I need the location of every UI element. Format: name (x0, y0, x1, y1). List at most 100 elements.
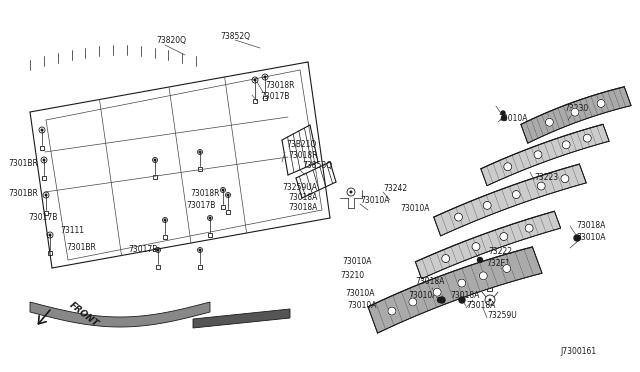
Text: FRONT: FRONT (68, 301, 100, 329)
Circle shape (454, 213, 463, 221)
Text: 73010A: 73010A (400, 203, 429, 212)
Text: 732E1: 732E1 (486, 260, 510, 269)
Circle shape (209, 217, 211, 219)
Circle shape (489, 299, 491, 301)
Bar (221, 205, 225, 209)
Circle shape (575, 235, 580, 241)
Circle shape (409, 298, 417, 306)
Circle shape (41, 129, 43, 131)
Circle shape (583, 134, 591, 142)
Bar (44, 211, 48, 215)
Circle shape (442, 254, 450, 263)
Polygon shape (368, 247, 542, 333)
Bar (198, 265, 202, 269)
Circle shape (504, 163, 512, 171)
Text: 73018A: 73018A (288, 192, 317, 202)
Text: 73210: 73210 (340, 270, 364, 279)
Circle shape (44, 159, 45, 161)
Polygon shape (521, 87, 631, 143)
Circle shape (222, 189, 224, 191)
Text: 73017B: 73017B (186, 201, 216, 209)
Text: 73018A: 73018A (466, 301, 495, 311)
Circle shape (157, 249, 159, 251)
Circle shape (438, 298, 442, 302)
Text: 73018A: 73018A (450, 291, 479, 299)
Circle shape (472, 243, 480, 251)
Text: 7301BR: 7301BR (8, 189, 38, 198)
Circle shape (254, 79, 256, 81)
Circle shape (199, 151, 201, 153)
Circle shape (45, 194, 47, 196)
Circle shape (525, 224, 533, 232)
Circle shape (597, 99, 605, 108)
Text: 73010A: 73010A (408, 291, 438, 299)
Circle shape (227, 194, 229, 196)
Text: 73018A: 73018A (288, 202, 317, 212)
Circle shape (545, 118, 554, 126)
Circle shape (502, 115, 506, 121)
Circle shape (458, 279, 466, 287)
Circle shape (512, 190, 520, 199)
Bar (198, 167, 202, 171)
Bar (156, 265, 160, 269)
Text: 73018R: 73018R (288, 151, 317, 160)
Text: J7300161: J7300161 (560, 347, 596, 356)
Text: 73017B: 73017B (28, 212, 58, 221)
Text: 73222: 73222 (488, 247, 512, 257)
Text: 73017B: 73017B (128, 246, 157, 254)
Bar (227, 210, 230, 214)
Text: 73010A: 73010A (360, 196, 390, 205)
Circle shape (483, 201, 492, 209)
Text: 73017B: 73017B (260, 92, 289, 100)
Bar (208, 233, 212, 237)
Text: 73111: 73111 (60, 225, 84, 234)
Text: 73018R: 73018R (265, 80, 294, 90)
Text: 73010A: 73010A (347, 301, 376, 310)
Text: 73B21Q: 73B21Q (286, 140, 316, 148)
Circle shape (574, 235, 580, 241)
Bar (42, 176, 46, 180)
Circle shape (439, 297, 445, 303)
Bar (263, 96, 267, 100)
Circle shape (479, 272, 487, 280)
Circle shape (433, 288, 441, 296)
Circle shape (264, 76, 266, 78)
Polygon shape (434, 164, 586, 236)
Text: 73852Q: 73852Q (220, 32, 250, 41)
Text: 73820Q: 73820Q (156, 35, 186, 45)
Circle shape (164, 219, 166, 221)
Polygon shape (415, 211, 561, 279)
Text: 73223: 73223 (534, 173, 558, 182)
Polygon shape (481, 124, 609, 186)
Text: 73018R: 73018R (190, 189, 220, 198)
Text: 73018A: 73018A (415, 278, 444, 286)
Text: 73259U: 73259U (487, 311, 516, 321)
Circle shape (571, 108, 579, 116)
Circle shape (350, 191, 352, 193)
Polygon shape (193, 309, 290, 328)
Bar (40, 146, 44, 150)
Circle shape (562, 141, 570, 149)
Bar (48, 251, 52, 255)
Bar (153, 175, 157, 179)
Text: 73010A: 73010A (345, 289, 374, 298)
Circle shape (388, 307, 396, 315)
Text: 73853Q: 73853Q (302, 160, 332, 170)
Text: 73230: 73230 (564, 103, 588, 112)
Bar (253, 99, 257, 103)
Text: 73242: 73242 (383, 183, 407, 192)
Circle shape (459, 297, 465, 303)
Circle shape (537, 182, 545, 190)
Text: 73010A: 73010A (342, 257, 371, 266)
Text: 7301BR: 7301BR (8, 158, 38, 167)
Text: 73010A: 73010A (498, 113, 527, 122)
Circle shape (534, 151, 542, 159)
Text: 73018A: 73018A (576, 221, 605, 230)
Circle shape (199, 249, 201, 251)
Circle shape (501, 111, 505, 115)
Bar (488, 285, 493, 291)
Polygon shape (30, 302, 210, 327)
Circle shape (503, 264, 511, 273)
Circle shape (49, 234, 51, 236)
Text: 73259UA: 73259UA (282, 183, 317, 192)
